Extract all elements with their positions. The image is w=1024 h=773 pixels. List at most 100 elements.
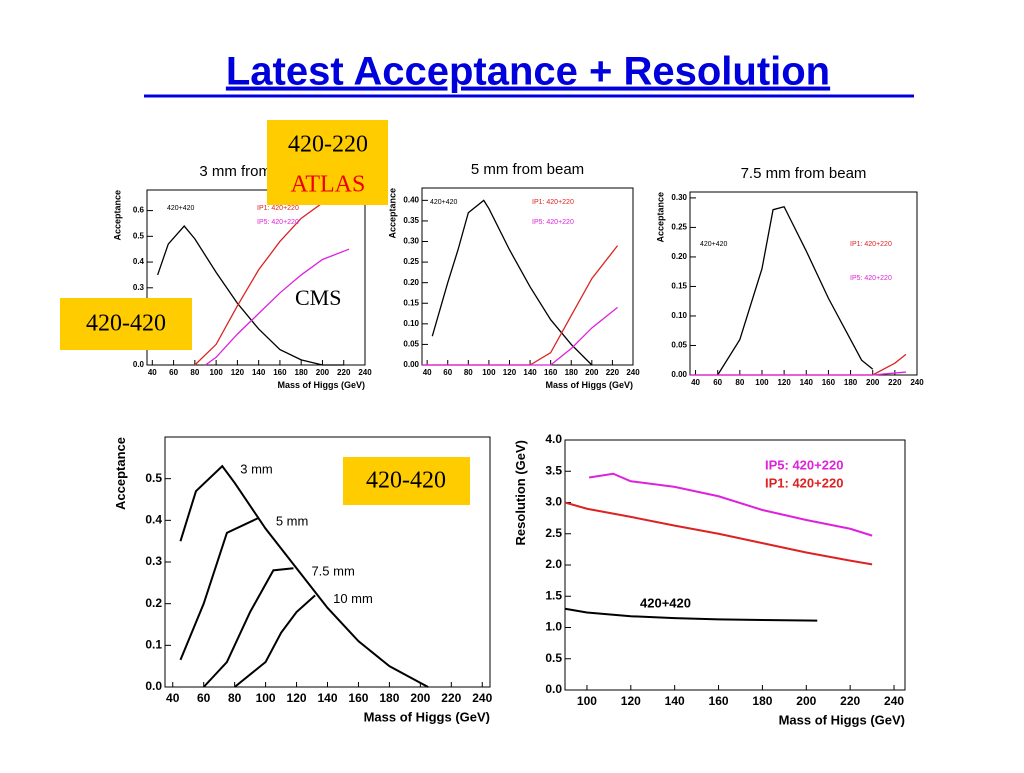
x-tick-label: 100 [755,378,769,387]
x-tick-label: 140 [252,368,266,377]
legend-label: IP5: 420+220 [850,275,892,282]
y-tick-label: 0.4 [145,513,162,527]
box-text: 420-420 [86,311,166,337]
x-tick-label: 140 [317,691,337,705]
legend-label: 5 mm [276,514,309,529]
chart: Mass of Higgs (GeV) Resolution (GeV) 100 12… [513,432,906,728]
y-tick-label: 1.0 [545,620,562,634]
y-tick-label: 0.3 [133,283,145,292]
x-tick-label: 180 [565,368,579,377]
legend-label: IP5: 420+220 [532,219,574,226]
x-axis-label: Mass of Higgs (GeV) [364,710,490,725]
x-tick-label: 200 [796,694,816,708]
y-tick-label: 0.40 [403,195,419,204]
x-tick-label: 120 [287,691,307,705]
x-tick-label: 120 [621,694,641,708]
series-line [234,594,316,688]
chart: 5 mm from beam Mass of Higgs (GeV) Accepta… [388,161,641,390]
y-tick-label: 0.30 [403,237,419,246]
legend-label: IP1: 420+220 [257,205,299,212]
x-tick-label: 240 [626,368,640,377]
x-tick-label: 120 [777,378,791,387]
y-tick-label: 0.35 [403,216,419,225]
legend-label: IP1: 420+220 [765,475,843,490]
x-tick-label: 140 [665,694,685,708]
series-line [588,472,873,537]
x-tick-label: 220 [888,378,902,387]
y-axis-label: Resolution (GeV) [513,440,528,545]
y-tick-label: 0.30 [671,193,687,202]
series-line [179,464,429,688]
x-tick-label: 60 [197,691,211,705]
y-tick-label: 0.1 [145,638,162,652]
slide-title: Latest Acceptance + Resolution [226,50,830,94]
chart-title: 7.5 mm from beam [741,165,867,182]
x-tick-label: 40 [423,368,432,377]
series-line [564,607,818,622]
x-axis-label: Mass of Higgs (GeV) [277,380,365,390]
series-line [157,225,344,366]
x-tick-label: 100 [256,691,276,705]
y-tick-label: 0.5 [133,231,145,240]
plot-frame [564,439,906,691]
x-tick-label: 180 [295,368,309,377]
series-line [690,371,906,376]
legend-label: 7.5 mm [311,564,354,579]
y-tick-label: 0.15 [671,282,687,291]
x-tick-label: 40 [148,368,157,377]
series-line [431,199,593,366]
y-tick-label: 0.5 [145,471,162,485]
box-text: 420-420 [366,468,446,494]
x-tick-label: 200 [316,368,330,377]
x-axis-label: Mass of Higgs (GeV) [779,713,905,728]
label-box [267,120,388,205]
y-tick-label: 0.3 [145,554,162,568]
legend-label: 10 mm [333,591,373,606]
x-tick-label: 60 [713,378,722,387]
y-tick-label: 2.0 [545,557,562,571]
chart-title: 5 mm from beam [471,161,584,178]
y-tick-label: 0.10 [671,311,687,320]
x-tick-label: 140 [800,378,814,387]
y-tick-label: 0.0 [545,682,562,696]
plot-frame [689,191,918,376]
x-tick-label: 160 [822,378,836,387]
y-tick-label: 0.0 [133,360,145,369]
y-tick-label: 0.20 [671,252,687,261]
x-tick-label: 200 [585,368,599,377]
series-line [690,353,907,376]
x-tick-label: 100 [577,694,597,708]
y-tick-label: 1.5 [545,588,562,602]
series-line [179,517,259,661]
y-tick-label: 0.6 [133,206,145,215]
x-tick-label: 80 [464,368,473,377]
x-tick-label: 60 [169,368,178,377]
series-line [422,245,619,366]
x-tick-label: 180 [844,378,858,387]
y-axis-label: Acceptance [113,190,123,241]
y-tick-label: 0.25 [403,257,419,266]
label-box [343,457,470,505]
x-tick-label: 180 [752,694,772,708]
legend-label: IP5: 420+220 [765,457,843,472]
legend-label: IP5: 420+220 [257,219,299,226]
x-tick-label: 100 [209,368,223,377]
y-tick-label: 0.00 [671,370,687,379]
y-tick-label: 0.25 [671,223,687,232]
box-text: 420-220 [288,132,368,158]
y-tick-label: 0.20 [403,278,419,287]
x-tick-label: 80 [190,368,199,377]
box-text: ATLAS [291,172,366,198]
x-tick-label: 160 [348,691,368,705]
y-tick-label: 0.05 [671,341,687,350]
chart: Mass of Higgs (GeV) Acceptance 40 60 80 100 12… [113,436,493,725]
series-line [717,205,874,376]
y-tick-label: 0.10 [403,319,419,328]
x-tick-label: 240 [910,378,924,387]
x-tick-label: 160 [709,694,729,708]
x-tick-label: 100 [482,368,496,377]
x-tick-label: 240 [884,694,904,708]
cms-note: CMS [295,285,341,310]
legend-label: IP1: 420+220 [850,241,892,248]
